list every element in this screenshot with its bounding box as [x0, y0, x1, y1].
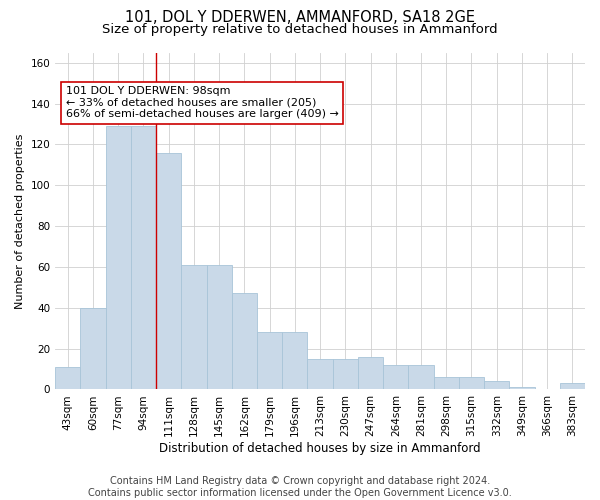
Bar — [409, 365, 434, 390]
Bar — [257, 332, 282, 390]
Text: 101, DOL Y DDERWEN, AMMANFORD, SA18 2GE: 101, DOL Y DDERWEN, AMMANFORD, SA18 2GE — [125, 10, 475, 25]
Bar — [232, 294, 257, 390]
Bar — [459, 377, 484, 390]
Text: Size of property relative to detached houses in Ammanford: Size of property relative to detached ho… — [102, 22, 498, 36]
X-axis label: Distribution of detached houses by size in Ammanford: Distribution of detached houses by size … — [159, 442, 481, 455]
Bar — [156, 152, 181, 390]
Bar — [307, 359, 332, 390]
Bar — [484, 382, 509, 390]
Bar — [282, 332, 307, 390]
Bar — [509, 388, 535, 390]
Text: 101 DOL Y DDERWEN: 98sqm
← 33% of detached houses are smaller (205)
66% of semi-: 101 DOL Y DDERWEN: 98sqm ← 33% of detach… — [66, 86, 338, 120]
Bar — [434, 377, 459, 390]
Bar — [131, 126, 156, 390]
Bar — [383, 365, 409, 390]
Bar — [358, 357, 383, 390]
Bar — [560, 384, 585, 390]
Bar — [106, 126, 131, 390]
Text: Contains HM Land Registry data © Crown copyright and database right 2024.
Contai: Contains HM Land Registry data © Crown c… — [88, 476, 512, 498]
Bar — [55, 367, 80, 390]
Bar — [181, 265, 206, 390]
Bar — [80, 308, 106, 390]
Bar — [206, 265, 232, 390]
Y-axis label: Number of detached properties: Number of detached properties — [15, 134, 25, 308]
Bar — [332, 359, 358, 390]
